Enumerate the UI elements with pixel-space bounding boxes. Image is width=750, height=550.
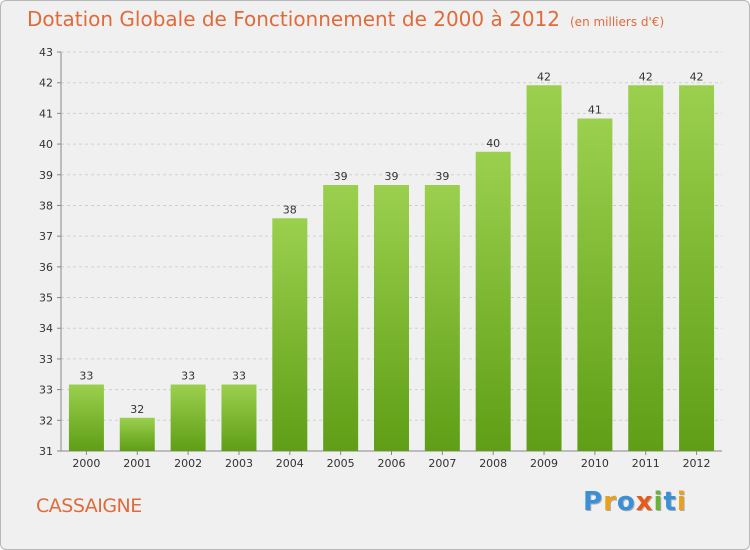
y-tick-label: 43 xyxy=(39,46,53,59)
bar-value-label: 33 xyxy=(79,370,93,383)
bar-value-label: 42 xyxy=(639,70,653,83)
logo-letter: P xyxy=(583,487,604,517)
logo-letter: i xyxy=(653,487,664,517)
bar-value-label: 39 xyxy=(435,170,449,183)
logo-letter: r xyxy=(603,487,617,517)
proxiti-logo: Proxiti xyxy=(583,487,687,517)
x-tick-label: 2002 xyxy=(174,457,202,470)
bar xyxy=(119,417,155,451)
bar-value-label: 41 xyxy=(588,104,602,117)
logo-letter: i xyxy=(676,487,687,517)
chart-title-text: Dotation Globale de Fonctionnement de 20… xyxy=(27,7,560,31)
bar-value-label: 42 xyxy=(537,70,551,83)
y-tick-label: 32 xyxy=(39,414,53,427)
bar-value-label: 38 xyxy=(283,203,297,216)
x-tick-label: 2009 xyxy=(530,457,558,470)
bar xyxy=(68,384,104,451)
y-tick-label: 36 xyxy=(39,261,53,274)
x-tick-label: 2001 xyxy=(123,457,151,470)
x-tick-label: 2004 xyxy=(276,457,304,470)
bar xyxy=(374,185,409,451)
bar xyxy=(577,118,613,451)
x-tick-label: 2008 xyxy=(479,457,507,470)
bar xyxy=(170,384,206,451)
logo-letter: x xyxy=(635,487,654,517)
bar-value-label: 33 xyxy=(181,370,195,383)
y-tick-label: 33 xyxy=(39,353,53,366)
bar-value-label: 33 xyxy=(232,370,246,383)
x-tick-label: 2012 xyxy=(683,457,711,470)
y-tick-label: 42 xyxy=(39,77,53,90)
y-tick-label: 33 xyxy=(39,384,53,397)
logo-letter: t xyxy=(663,487,677,517)
y-tick-label: 39 xyxy=(39,169,53,182)
bar xyxy=(272,218,308,451)
x-tick-label: 2005 xyxy=(327,457,355,470)
y-tick-label: 34 xyxy=(39,322,53,335)
x-tick-label: 2003 xyxy=(225,457,253,470)
y-tick-label: 31 xyxy=(39,445,53,458)
bar-value-label: 40 xyxy=(486,137,500,150)
x-tick-label: 2000 xyxy=(72,457,100,470)
bar xyxy=(475,151,511,451)
bar-value-label: 32 xyxy=(130,403,144,416)
bar-value-label: 42 xyxy=(690,70,704,83)
bar xyxy=(221,384,257,451)
bar-value-label: 39 xyxy=(385,170,399,183)
bar xyxy=(679,85,715,451)
y-tick-label: 38 xyxy=(39,199,53,212)
x-tick-label: 2010 xyxy=(581,457,609,470)
x-tick-label: 2007 xyxy=(428,457,456,470)
y-tick-label: 35 xyxy=(39,292,53,305)
bar-value-label: 39 xyxy=(334,170,348,183)
chart-units: (en milliers d'€) xyxy=(570,15,665,29)
x-tick-label: 2006 xyxy=(378,457,406,470)
x-tick-label: 2011 xyxy=(632,457,660,470)
logo-letter: o xyxy=(616,487,636,517)
y-tick-label: 41 xyxy=(39,107,53,120)
y-tick-label: 37 xyxy=(39,230,53,243)
y-tick-label: 40 xyxy=(39,138,53,151)
commune-name: CASSAIGNE xyxy=(36,495,142,517)
bar xyxy=(526,85,562,451)
bar xyxy=(628,85,664,451)
bar xyxy=(323,185,359,451)
bar xyxy=(424,185,460,451)
chart-title: Dotation Globale de Fonctionnement de 20… xyxy=(27,7,664,31)
